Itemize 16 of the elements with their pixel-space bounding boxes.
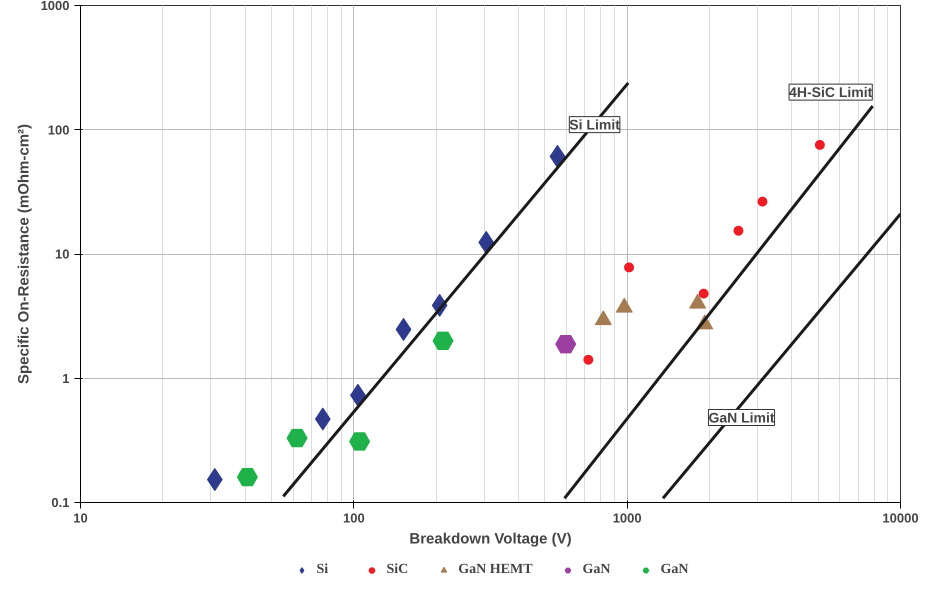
legend-label: GaN bbox=[582, 562, 611, 578]
legend-label: SiC bbox=[386, 562, 408, 578]
y-tick-label: 100 bbox=[48, 122, 70, 138]
x-tick-label: 100 bbox=[342, 510, 365, 526]
x-tick-label: 10000 bbox=[882, 510, 919, 526]
y-tick-label: 1000 bbox=[40, 0, 70, 13]
x-tick-label: 10 bbox=[73, 510, 88, 526]
y-tick-label: 1 bbox=[62, 370, 70, 386]
x-axis-title: Breakdown Voltage (V) bbox=[409, 530, 572, 548]
legend-label: GaN HEMT bbox=[458, 562, 533, 578]
x-tick-label: 1000 bbox=[612, 510, 642, 526]
y-tick-label: 10 bbox=[55, 246, 70, 262]
legend-label: GaN bbox=[660, 562, 689, 578]
y-axis-title: Specific On-Resistance (mOhm-cm²) bbox=[16, 124, 33, 384]
legend-label: Si bbox=[316, 562, 330, 578]
y-tick-label: 0.1 bbox=[51, 495, 70, 510]
